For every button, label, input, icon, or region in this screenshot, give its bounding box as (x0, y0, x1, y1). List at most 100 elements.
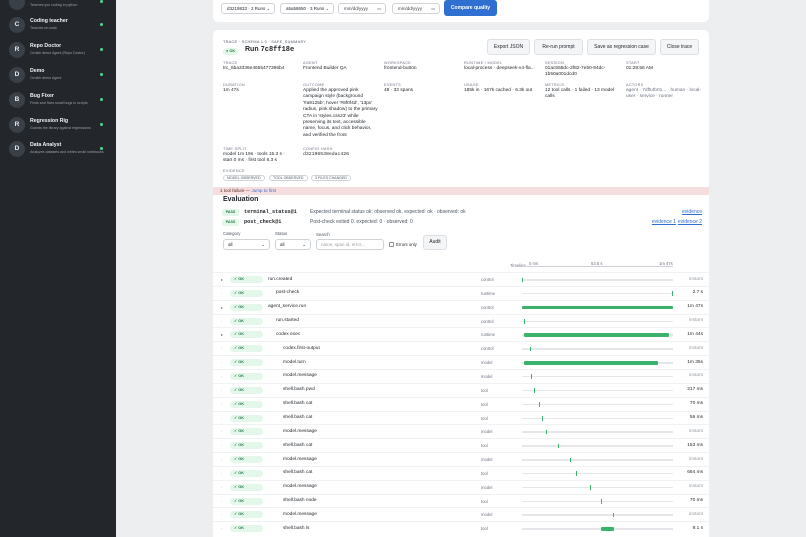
span-duration: 1m 47s (687, 304, 703, 310)
agent-description: Analyzes datasets and writes small noteb… (30, 149, 104, 154)
timeline-track (522, 457, 673, 463)
timeline-row[interactable]: · ✓ OK shell.bash cat tool 153 ms (213, 438, 709, 452)
row-status-badge: ✓ OK (230, 525, 263, 533)
timeline-row[interactable]: · ✓ OK shell.bash cat tool 56 ms (213, 410, 709, 425)
sidebar-agent-item[interactable]: D Data Analyst Analyzes datasets and write… (9, 141, 109, 161)
row-status-badge: ✓ OK (230, 345, 263, 353)
sidebar-agent-item[interactable]: D Demo Ovuikh demo Agent (9, 67, 109, 87)
pass-badge: PASS (222, 219, 239, 226)
evidence-link[interactable]: evidence (681, 209, 702, 215)
timeline-row[interactable]: ▸ ✓ OK codex exec runtime 1m 44s (213, 327, 709, 341)
span-name: shell.bash cat (283, 401, 313, 407)
timeline-track (522, 305, 673, 310)
timeline-row[interactable]: · ✓ OK model.message model instant (213, 507, 709, 521)
close-trace-button[interactable]: Close trace (660, 39, 699, 55)
export-json-button[interactable]: Export JSON (487, 39, 530, 55)
timeline-row[interactable]: ▸ ✓ OK run.created control instant (213, 272, 709, 286)
timeline-row[interactable]: · ✓ OK codex.first-output control instant (213, 341, 709, 355)
timeline-track (522, 319, 673, 324)
row-status-text: OK (238, 526, 244, 531)
span-kind: tool (481, 498, 488, 504)
check-name: terminal_status@1 (244, 209, 297, 215)
audit-button[interactable]: Audit (423, 235, 447, 250)
date-to-input[interactable]: mm/dd/yyyy ▭ (392, 3, 440, 14)
leaf-dot-icon: · (221, 512, 223, 518)
date-from-input[interactable]: mm/dd/yyyy ▭ (338, 3, 386, 14)
trace-kicker: TRACE · SCHEMA 1.0 · SAFE_SUMMARY (223, 40, 307, 44)
agent-name: Bug Fixer (30, 93, 54, 99)
status-select[interactable]: all ⌄ (275, 239, 311, 250)
sidebar: Teaches you coding in python C Coding teac… (0, 0, 116, 537)
agent-description: Teaches you coding in python (30, 2, 78, 7)
timeline-row[interactable]: · ✓ OK shell.bash cat tool 70 ms (213, 396, 709, 411)
run-a-select[interactable]: d3219833 · 2 Runs ⌄ (221, 3, 275, 14)
category-select[interactable]: all ⌄ (223, 239, 270, 250)
timeline-row[interactable]: · ✓ OK model.message model instant (213, 452, 709, 466)
meta-label: START (626, 61, 640, 65)
span-duration: instant (688, 345, 703, 351)
sidebar-agent-item[interactable]: B Bug Fixer Finds and fixes small bugs in … (9, 92, 109, 112)
sidebar-agent-item[interactable]: R Repo Doctor Ovuikh demo Agent (Repo Doct… (9, 42, 109, 62)
span-duration: instant (688, 428, 703, 434)
agent-description: Ovuikh demo Agent (Repo Doctor) (30, 50, 85, 55)
rerun-prompt-button[interactable]: Re-run prompt (534, 39, 583, 55)
online-status-dot (100, 23, 103, 26)
timeline-track (522, 402, 673, 407)
events-label: EVENTS (384, 83, 401, 87)
timeline-track (522, 416, 673, 421)
sidebar-agent-item[interactable]: C Coding teacher Teaches on code (9, 17, 109, 37)
span-kind: tool (481, 387, 488, 393)
timeline-row[interactable]: ▸ ✓ OK agent_service.run control 1m 47s (213, 299, 709, 314)
span-name: shell.bash ls (283, 525, 310, 531)
row-status-text: OK (238, 498, 244, 503)
timeline-row[interactable]: · ✓ OK post-check runtime 2.7 s (213, 285, 709, 300)
timeline-row[interactable]: · ✓ OK shell.bash node tool 70 ms (213, 493, 709, 508)
evidence-link[interactable]: evidence 1 (651, 219, 676, 225)
compare-quality-button[interactable]: Compare quality (444, 0, 497, 16)
leaf-dot-icon: · (221, 387, 223, 393)
expand-chevron-icon[interactable]: ▸ (221, 304, 224, 310)
span-duration-bar (523, 361, 658, 365)
sidebar-agent-item[interactable]: R Regression Rig Guards the library agains… (9, 117, 109, 137)
span-duration: 70 ms (689, 498, 703, 504)
usage-value: 185k in · 167k cached · 6.3k out (464, 88, 533, 93)
timeline-track (522, 346, 673, 352)
row-status-badge: ✓ OK (230, 511, 263, 519)
evidence-pill: 3 FILES CHANGED (311, 175, 351, 181)
timeline-track (522, 388, 673, 393)
timeline-tick: 53.6 s (591, 261, 603, 266)
timeline-row[interactable]: · ✓ OK shell.bash pwd tool 217 ms (213, 382, 709, 397)
span-kind: runtime (481, 290, 495, 296)
online-status-dot (100, 48, 103, 51)
timeline-row[interactable]: · ✓ OK model.turn model 1m 35s (213, 355, 709, 369)
meta-label: RUNTIME / MODEL (464, 61, 503, 65)
timeline-row[interactable]: · ✓ OK model.message model instant (213, 479, 709, 494)
save-regression-button[interactable]: Save as regression case (587, 39, 656, 55)
span-name: shell.bash node (283, 498, 317, 504)
span-name: model.message (283, 484, 317, 490)
check-detail: Post-check exited 0. expected: 0 · obser… (310, 219, 413, 225)
leaf-dot-icon: · (221, 360, 223, 366)
timeline-row[interactable]: · ✓ OK model.message model instant (213, 368, 709, 383)
actors-value: agent · 7df54b01... · human · local-user… (626, 88, 701, 100)
timeline-row[interactable]: · ✓ OK shell.bash ls tool 9.1 s (213, 521, 709, 535)
timeline-row[interactable]: · ✓ OK model.message model instant (213, 424, 709, 438)
jump-first-link[interactable]: Jump to first (251, 188, 277, 193)
sidebar-agent-item[interactable]: Teaches you coding in python (9, 0, 109, 14)
timeline-row[interactable]: · ✓ OK shell.bash cat tool 684 ms (213, 465, 709, 480)
span-kind: model (481, 360, 493, 366)
span-duration: 9.1 s (692, 525, 703, 531)
run-b-select[interactable]: a5a58650 · 3 Runs ⌄ (280, 3, 334, 14)
expand-chevron-icon[interactable]: ▸ (221, 277, 224, 282)
span-instant-mark (529, 346, 531, 352)
span-duration-bar (523, 333, 669, 337)
expand-chevron-icon[interactable]: ▸ (221, 332, 224, 338)
evidence-link[interactable]: evidence 2 (677, 219, 702, 225)
errors-only-checkbox[interactable] (389, 242, 394, 247)
search-input[interactable]: name, span id, error... (316, 239, 384, 250)
span-duration: instant (688, 484, 703, 490)
errors-only-label: Errors only (396, 242, 417, 247)
span-kind: model (481, 512, 493, 518)
meta-label: WORKSPACE (384, 61, 412, 65)
timeline-row[interactable]: · ✓ OK run.started control instant (213, 313, 709, 328)
